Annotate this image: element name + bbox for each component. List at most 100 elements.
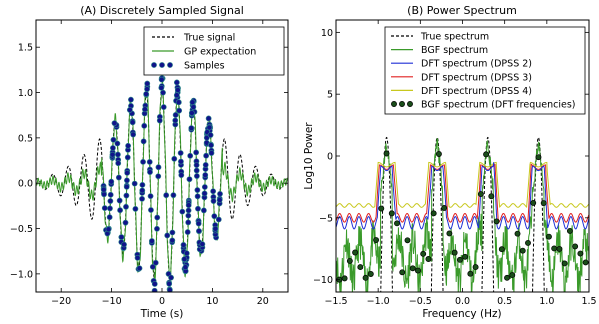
sample-point <box>180 241 187 248</box>
sample-point <box>115 174 122 181</box>
y-tick-label: −10 <box>313 275 333 286</box>
sample-point <box>203 152 210 159</box>
sample-point <box>151 281 158 287</box>
legend-label: DFT spectrum (DPSS 4) <box>421 86 532 97</box>
sample-point <box>201 184 208 190</box>
bgf-dft-point <box>546 233 552 240</box>
sample-point <box>125 142 132 149</box>
x-tick-label: 1.0 <box>539 296 554 307</box>
sample-point <box>166 287 173 292</box>
bgf-dft-point <box>561 260 568 267</box>
bgf-dft-point <box>394 220 400 227</box>
panel-b-legend: True spectrum BGF spectrum DFT spectrum (D… <box>384 26 586 115</box>
sample-point <box>169 237 176 244</box>
sample-point <box>176 107 183 114</box>
bgf-dft-point <box>566 227 573 234</box>
sample-point <box>154 214 161 221</box>
sample-point <box>117 207 123 214</box>
sample-point <box>108 178 115 185</box>
sample-point <box>194 193 201 200</box>
bgf-dft-point <box>409 265 416 272</box>
bgf-dft-point <box>530 199 537 206</box>
legend-swatch <box>159 62 165 68</box>
sample-point <box>172 112 179 118</box>
legend-swatch <box>407 101 413 107</box>
legend-swatch <box>399 101 405 107</box>
sample-point <box>101 205 108 211</box>
sample-point <box>146 159 153 165</box>
x-tick-label: 0.5 <box>497 296 512 307</box>
bgf-dft-point <box>383 150 390 157</box>
sample-point <box>160 89 166 96</box>
sample-point <box>140 158 146 165</box>
bgf-dft-point <box>420 250 427 257</box>
sample-point <box>200 207 207 214</box>
sample-point <box>199 241 206 248</box>
bgf-dft-point <box>483 151 490 158</box>
sample-point <box>148 238 155 244</box>
bgf-dft-point <box>477 191 484 198</box>
bgf-dft-point <box>362 274 369 281</box>
sample-point <box>122 219 129 226</box>
sample-point <box>217 190 223 197</box>
sample-point <box>215 216 222 223</box>
sample-point <box>188 125 195 132</box>
bgf-dft-point <box>373 237 379 243</box>
sample-point <box>147 193 154 200</box>
sample-point <box>195 205 201 212</box>
sample-point <box>211 213 218 220</box>
bgf-dft-point <box>519 247 526 254</box>
sample-point <box>178 172 185 179</box>
sample-point <box>107 191 114 198</box>
y-tick-label: 0.5 <box>18 133 33 144</box>
sample-point <box>206 124 213 131</box>
bgf-dft-point <box>399 269 406 276</box>
panel-a-xlabel: Time (s) <box>140 308 184 320</box>
sample-point <box>216 197 223 203</box>
bgf-dft-point <box>556 245 563 252</box>
panel-a: (A) Discretely Sampled Signal −20 −10 0 10 2… <box>10 4 289 320</box>
bgf-dft-point <box>430 210 437 217</box>
sample-point <box>110 145 116 151</box>
bgf-dft-point <box>346 257 353 264</box>
legend-swatch <box>151 62 157 68</box>
sample-point <box>139 195 145 202</box>
legend-label: True spectrum <box>420 32 489 43</box>
sample-point <box>168 274 174 281</box>
sample-point <box>164 232 171 239</box>
sample-point <box>186 176 193 183</box>
bgf-dft-point <box>540 200 547 206</box>
x-tick-label: 0.0 <box>455 296 470 307</box>
sample-point <box>144 80 151 87</box>
gp-expectation-line <box>36 80 288 288</box>
y-tick-label: 1.5 <box>18 43 33 54</box>
sample-point <box>141 122 148 129</box>
bgf-dft-point <box>525 239 531 246</box>
bgf-dft-point <box>441 205 448 211</box>
bgf-dft-point <box>357 264 364 271</box>
legend-box <box>384 26 586 115</box>
bgf-dft-point <box>577 250 584 257</box>
sample-point <box>187 152 194 159</box>
sample-point <box>109 151 116 158</box>
legend-swatch <box>391 101 397 107</box>
sample-point <box>188 110 195 116</box>
y-tick-label: 5 <box>327 90 333 101</box>
sample-point <box>147 169 153 175</box>
sample-point <box>100 186 107 193</box>
y-tick-label: 1.0 <box>18 88 33 99</box>
sample-point <box>193 173 200 179</box>
sample-point <box>115 151 121 158</box>
legend-label: Samples <box>184 61 225 72</box>
y-tick-label: −0.5 <box>10 224 33 235</box>
sample-point <box>111 120 118 127</box>
bgf-dft-point <box>435 151 442 157</box>
sample-point <box>132 205 139 212</box>
sample-point <box>124 169 131 176</box>
bgf-dft-point <box>352 249 359 256</box>
sample-point <box>156 117 163 124</box>
sample-point <box>210 198 217 204</box>
sample-point <box>139 181 146 188</box>
sample-point <box>170 192 177 199</box>
sample-point <box>126 107 133 113</box>
